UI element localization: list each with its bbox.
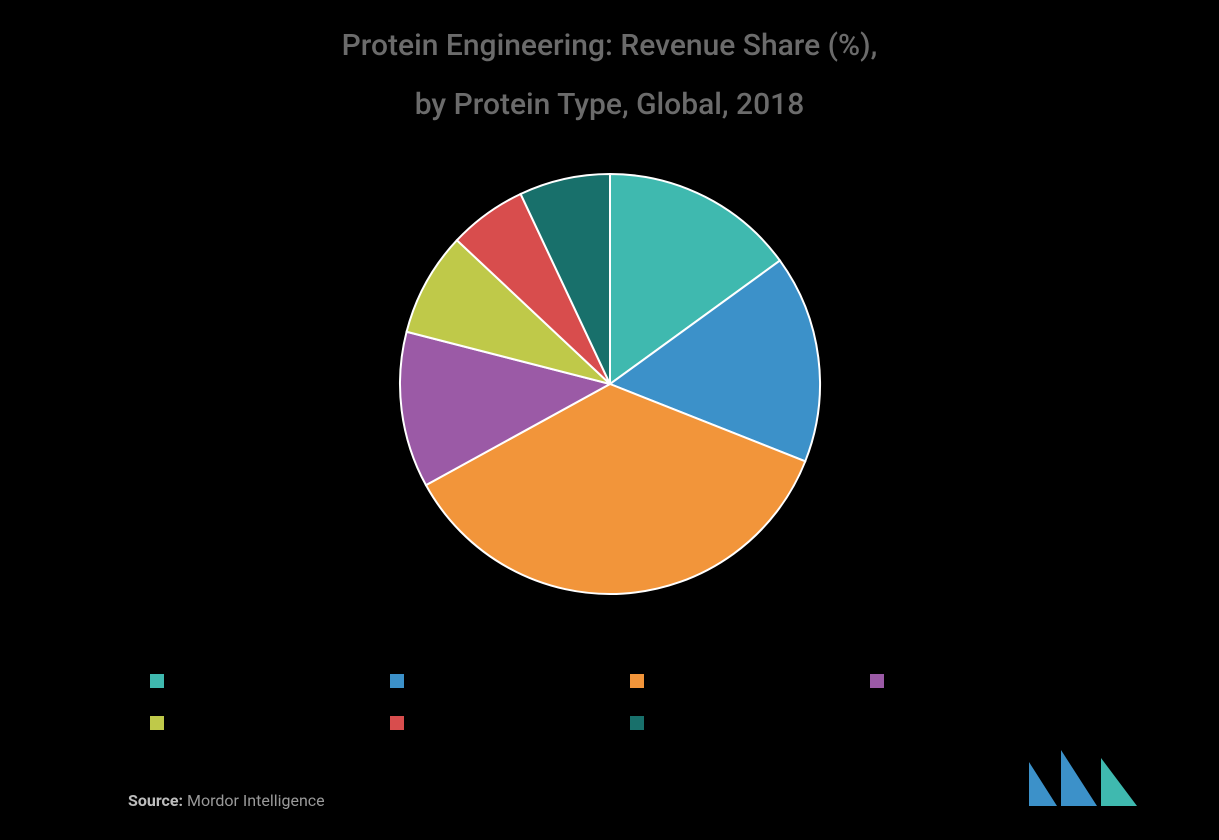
legend-item [630,716,830,730]
chart-title-line-2: by Protein Type, Global, 2018 [0,87,1219,122]
logo-bar [1101,758,1137,806]
legend-swatch [390,716,404,730]
logo-bar [1029,762,1057,806]
legend [110,674,1110,730]
legend-item [150,674,350,688]
legend-item [630,674,830,688]
legend-swatch [870,674,884,688]
chart-title-block: Protein Engineering: Revenue Share (%), … [0,0,1219,122]
pie-chart [360,134,860,634]
legend-swatch [150,674,164,688]
legend-swatch [150,716,164,730]
source-attribution: Source: Mordor Intelligence [128,791,325,810]
legend-swatch [390,674,404,688]
legend-item [390,674,590,688]
logo-bar [1061,750,1097,806]
chart-title-line-1: Protein Engineering: Revenue Share (%), [0,28,1219,63]
legend-item [870,674,1070,688]
source-prefix: Source: [128,791,183,810]
legend-item [390,716,590,730]
brand-logo [1029,750,1139,810]
legend-swatch [630,716,644,730]
brand-logo-svg [1029,750,1139,806]
legend-item [150,716,350,730]
pie-chart-container [0,134,1219,634]
source-text: Mordor Intelligence [187,791,325,810]
legend-swatch [630,674,644,688]
